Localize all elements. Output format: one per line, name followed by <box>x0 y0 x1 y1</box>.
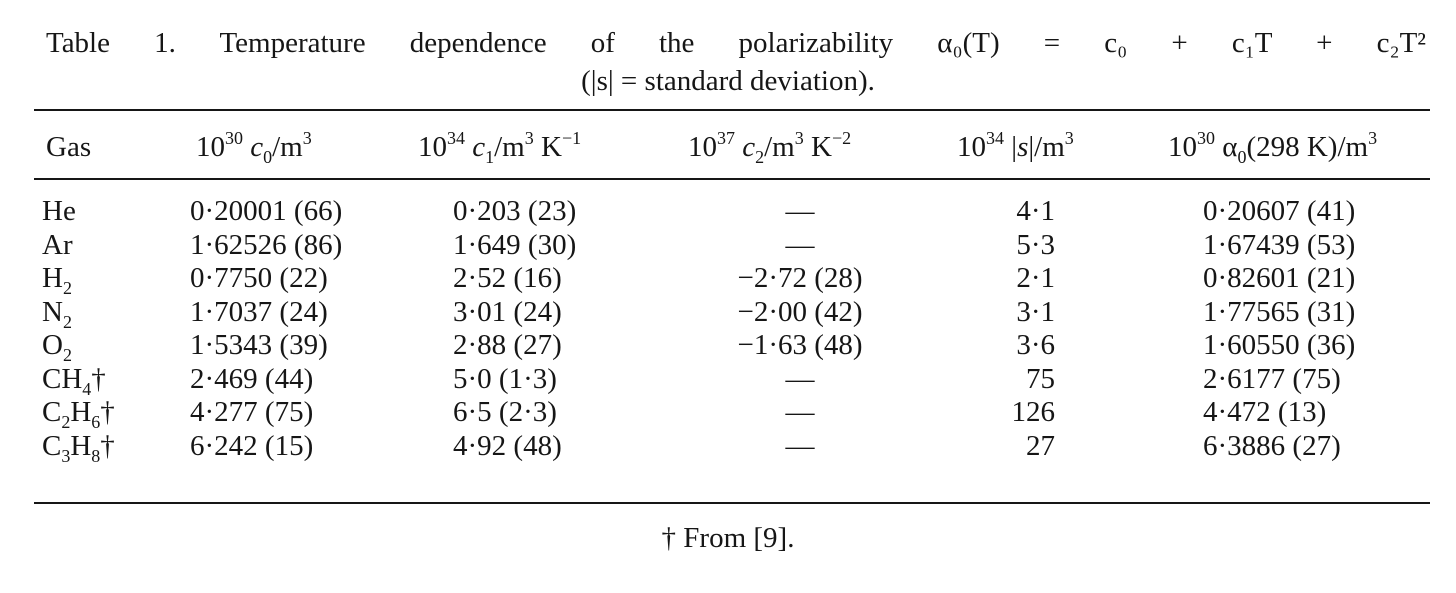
cell-c1: 0·203 (23) <box>453 195 577 227</box>
cell-c2: −2·72 (28) <box>737 262 863 294</box>
header-s: 1034 |s|/m3 <box>957 128 1074 163</box>
cell-c1: 6·5 (2·3) <box>453 396 557 428</box>
cell-gas: H2 <box>42 262 72 298</box>
cell-alpha: 0·82601 (21) <box>1203 262 1356 294</box>
header-c1: 1034 c1/m3 K−1 <box>418 128 582 167</box>
cell-c0: 0·7750 (22) <box>190 262 328 294</box>
cell-s: 3·6 <box>1016 329 1055 361</box>
cell-c0: 1·62526 (86) <box>190 228 343 261</box>
cell-c1: 5·0 (1·3) <box>453 362 557 395</box>
cell-c2: −1·63 (48) <box>737 329 863 361</box>
cell-s: 2·1 <box>1016 262 1055 294</box>
header-gas: Gas <box>46 131 92 163</box>
header-rule <box>34 178 1430 180</box>
table-caption-line-1: Table 1. Temperature dependence of the p… <box>46 27 1426 59</box>
table-caption-line-2: (|s| = standard deviation). <box>581 65 875 97</box>
cell-gas: C2H6† <box>42 396 115 432</box>
cell-s: 5·3 <box>1016 228 1055 261</box>
cell-c2: — <box>785 195 815 227</box>
cell-alpha: 1·77565 (31) <box>1203 295 1356 328</box>
cell-c0: 1·5343 (39) <box>190 329 328 361</box>
cell-c0: 1·7037 (24) <box>190 295 328 328</box>
cell-c1: 2·52 (16) <box>453 262 562 294</box>
cell-c2: −2·00 (42) <box>737 295 863 328</box>
cell-s: 126 <box>1011 396 1056 428</box>
cell-c0: 2·469 (44) <box>190 362 314 395</box>
cell-c1: 2·88 (27) <box>453 329 562 361</box>
bottom-rule <box>34 502 1430 504</box>
cell-c0: 6·242 (15) <box>190 429 314 462</box>
cell-c0: 4·277 (75) <box>190 396 314 428</box>
cell-gas: N2 <box>42 295 72 332</box>
cell-c1: 4·92 (48) <box>453 429 562 462</box>
header-c0: 1030 c0/m3 <box>196 128 312 167</box>
cell-gas: He <box>42 195 76 227</box>
cell-gas: O2 <box>42 329 72 365</box>
cell-c2: — <box>785 228 815 261</box>
table-footnote: † From [9]. <box>661 522 795 554</box>
cell-alpha: 4·472 (13) <box>1203 396 1327 428</box>
cell-alpha: 1·60550 (36) <box>1203 329 1356 361</box>
cell-c0: 0·20001 (66) <box>190 195 343 227</box>
cell-alpha: 6·3886 (27) <box>1203 429 1341 462</box>
cell-gas: Ar <box>42 228 73 261</box>
cell-c2: — <box>785 429 815 462</box>
cell-alpha: 2·6177 (75) <box>1203 362 1341 395</box>
top-rule <box>34 109 1430 111</box>
cell-s: 75 <box>1026 362 1055 395</box>
cell-c2: — <box>785 362 815 395</box>
cell-s: 3·1 <box>1016 295 1055 328</box>
cell-gas: CH4† <box>42 362 106 399</box>
header-alpha: 1030 α0(298 K)/m3 <box>1168 128 1378 167</box>
cell-alpha: 1·67439 (53) <box>1203 228 1356 261</box>
cell-c1: 1·649 (30) <box>453 228 577 261</box>
cell-c1: 3·01 (24) <box>453 295 562 328</box>
cell-c2: — <box>785 396 815 428</box>
cell-gas: C3H8† <box>42 429 115 466</box>
header-c2: 1037 c2/m3 K−2 <box>688 128 852 167</box>
cell-s: 27 <box>1026 429 1055 462</box>
cell-alpha: 0·20607 (41) <box>1203 195 1356 227</box>
cell-s: 4·1 <box>1016 195 1055 227</box>
